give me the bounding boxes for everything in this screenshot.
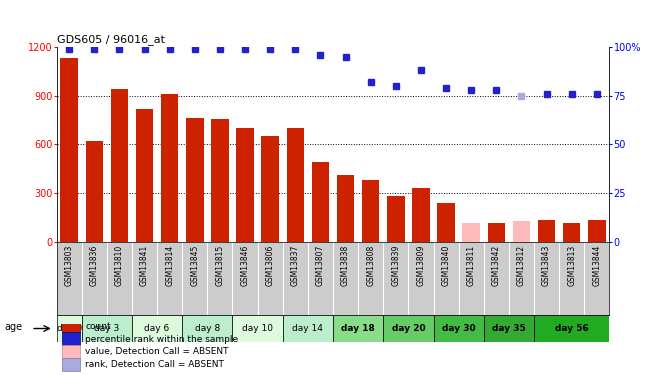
Text: GSM13845: GSM13845	[190, 245, 199, 286]
Bar	[57, 315, 82, 342]
Bar	[236, 128, 254, 242]
Text: GSM13803: GSM13803	[65, 245, 74, 286]
Bar	[462, 223, 480, 242]
Text: day 20: day 20	[392, 324, 425, 333]
Text: GSM13810: GSM13810	[115, 245, 124, 286]
Bar	[434, 315, 484, 342]
Text: day 0: day 0	[57, 324, 82, 333]
Text: GSM13843: GSM13843	[542, 245, 551, 286]
Bar	[232, 315, 283, 342]
Text: GSM13811: GSM13811	[467, 245, 476, 286]
Text: day 18: day 18	[341, 324, 375, 333]
Bar	[362, 180, 380, 242]
Text: GSM13813: GSM13813	[567, 245, 576, 286]
Text: day 35: day 35	[492, 324, 525, 333]
Text: GSM13844: GSM13844	[592, 245, 601, 286]
Bar	[82, 315, 132, 342]
Bar	[186, 118, 204, 242]
Bar	[438, 203, 455, 242]
Bar	[537, 220, 555, 242]
Text: GSM13838: GSM13838	[341, 245, 350, 286]
Bar	[488, 223, 505, 242]
Text: GSM13814: GSM13814	[165, 245, 174, 286]
Bar	[484, 315, 534, 342]
Bar	[62, 357, 80, 371]
Text: day 56: day 56	[555, 324, 589, 333]
Text: GSM13837: GSM13837	[291, 245, 300, 286]
Bar	[132, 315, 182, 342]
Text: GSM13842: GSM13842	[492, 245, 501, 286]
Text: GSM13840: GSM13840	[442, 245, 451, 286]
Text: day 6: day 6	[145, 324, 170, 333]
Text: GDS605 / 96016_at: GDS605 / 96016_at	[57, 34, 165, 45]
Text: GSM13841: GSM13841	[140, 245, 149, 286]
Bar	[211, 119, 228, 242]
Text: GSM13808: GSM13808	[366, 245, 375, 286]
Text: day 10: day 10	[242, 324, 273, 333]
Text: GSM13812: GSM13812	[517, 245, 526, 286]
Text: count: count	[85, 322, 111, 331]
Bar	[62, 345, 80, 358]
Bar	[286, 128, 304, 242]
Bar	[283, 315, 333, 342]
Bar	[261, 136, 279, 242]
Text: rank, Detection Call = ABSENT: rank, Detection Call = ABSENT	[85, 360, 224, 369]
Bar	[85, 141, 103, 242]
Bar	[333, 315, 383, 342]
Bar	[111, 89, 129, 242]
Bar	[182, 315, 232, 342]
Bar	[534, 315, 609, 342]
Text: GSM13815: GSM13815	[215, 245, 224, 286]
Bar	[136, 109, 153, 242]
Bar	[337, 175, 354, 242]
Text: day 8: day 8	[194, 324, 220, 333]
Bar	[563, 223, 581, 242]
Text: age: age	[5, 322, 23, 332]
Bar	[412, 188, 430, 242]
Bar	[312, 162, 329, 242]
Bar	[62, 320, 80, 333]
Bar	[62, 332, 80, 346]
Text: GSM13806: GSM13806	[266, 245, 274, 286]
Text: percentile rank within the sample: percentile rank within the sample	[85, 334, 238, 344]
Text: GSM13846: GSM13846	[240, 245, 250, 286]
Bar	[513, 221, 530, 242]
Text: GSM13836: GSM13836	[90, 245, 99, 286]
Text: GSM13839: GSM13839	[392, 245, 400, 286]
Text: day 3: day 3	[94, 324, 119, 333]
Bar	[161, 94, 178, 242]
Text: value, Detection Call = ABSENT: value, Detection Call = ABSENT	[85, 347, 229, 356]
Text: day 30: day 30	[442, 324, 476, 333]
Bar	[588, 220, 605, 242]
Text: day 14: day 14	[292, 324, 323, 333]
Text: GSM13807: GSM13807	[316, 245, 325, 286]
Bar	[387, 196, 405, 242]
Bar	[383, 315, 434, 342]
Text: GSM13809: GSM13809	[416, 245, 426, 286]
Bar	[61, 58, 78, 242]
